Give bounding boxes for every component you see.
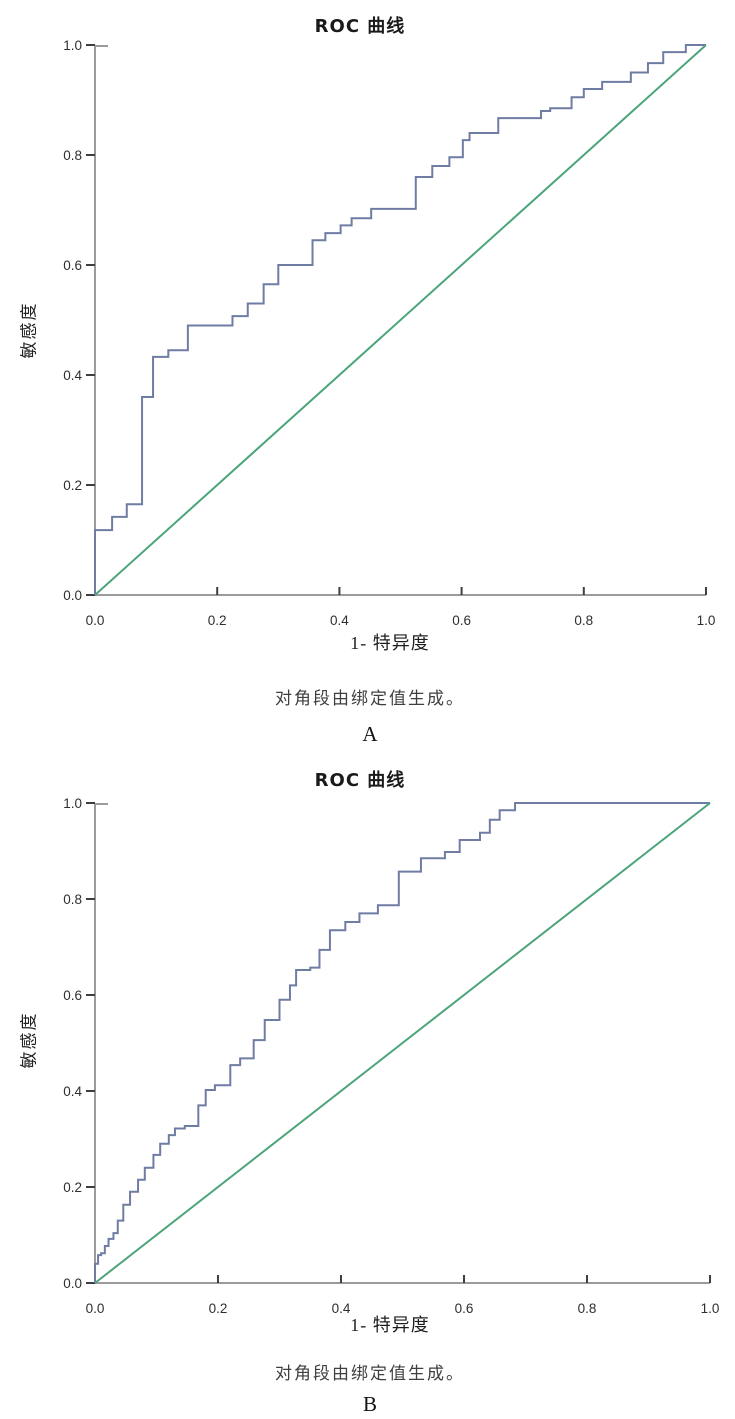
y-tick-label-a: 0.8 bbox=[63, 148, 82, 163]
y-tick-label-a: 0.0 bbox=[63, 588, 82, 603]
chart-a-y-axis-label: 敏感度 bbox=[19, 301, 39, 359]
chart-a-footnote: 对角段由绑定值生成。 bbox=[275, 689, 465, 708]
x-tick-label-b: 0.2 bbox=[209, 1301, 228, 1316]
chart-b-y-axis-label: 敏感度 bbox=[19, 1011, 39, 1069]
panel-b-label: B bbox=[362, 1392, 377, 1416]
y-tick-label-a: 0.6 bbox=[63, 258, 82, 273]
x-tick-label-a: 1.0 bbox=[697, 613, 716, 628]
chart-b-x-axis-label: 1- 特异度 bbox=[350, 1315, 430, 1335]
y-tick-label-b: 0.8 bbox=[63, 892, 82, 907]
x-tick-label-a: 0.2 bbox=[208, 613, 227, 628]
x-tick-label-b: 0.4 bbox=[332, 1301, 351, 1316]
y-tick-label-a: 1.0 bbox=[63, 38, 82, 53]
x-tick-label-b: 0.8 bbox=[578, 1301, 597, 1316]
x-tick-label-b: 1.0 bbox=[701, 1301, 720, 1316]
y-tick-label-b: 0.0 bbox=[63, 1276, 82, 1291]
y-tick-label-a: 0.2 bbox=[63, 478, 82, 493]
roc-curve-b bbox=[94, 802, 710, 1283]
x-tick-label-a: 0.0 bbox=[86, 613, 105, 628]
y-tick-label-b: 0.2 bbox=[63, 1180, 82, 1195]
y-tick-label-b: 0.6 bbox=[63, 988, 82, 1003]
y-tick-label-a: 0.4 bbox=[63, 368, 82, 383]
diagonal-reference-line-b bbox=[94, 802, 711, 1284]
panel-a-label: A bbox=[362, 722, 378, 746]
chart-b-title: ROC 曲线 bbox=[314, 770, 406, 791]
x-tick-label-a: 0.4 bbox=[330, 613, 349, 628]
y-tick-label-b: 1.0 bbox=[63, 796, 82, 811]
chart-a-x-axis-label: 1- 特异度 bbox=[350, 633, 430, 653]
x-tick-label-b: 0.0 bbox=[86, 1301, 105, 1316]
x-tick-label-a: 0.8 bbox=[574, 613, 593, 628]
chart-a-title: ROC 曲线 bbox=[314, 16, 406, 37]
roc-curve-a bbox=[94, 44, 706, 595]
chart-b-footnote: 对角段由绑定值生成。 bbox=[275, 1364, 465, 1383]
x-tick-label-a: 0.6 bbox=[452, 613, 471, 628]
x-tick-label-b: 0.6 bbox=[455, 1301, 474, 1316]
diagonal-reference-line-a bbox=[94, 44, 707, 596]
y-tick-label-b: 0.4 bbox=[63, 1084, 82, 1099]
